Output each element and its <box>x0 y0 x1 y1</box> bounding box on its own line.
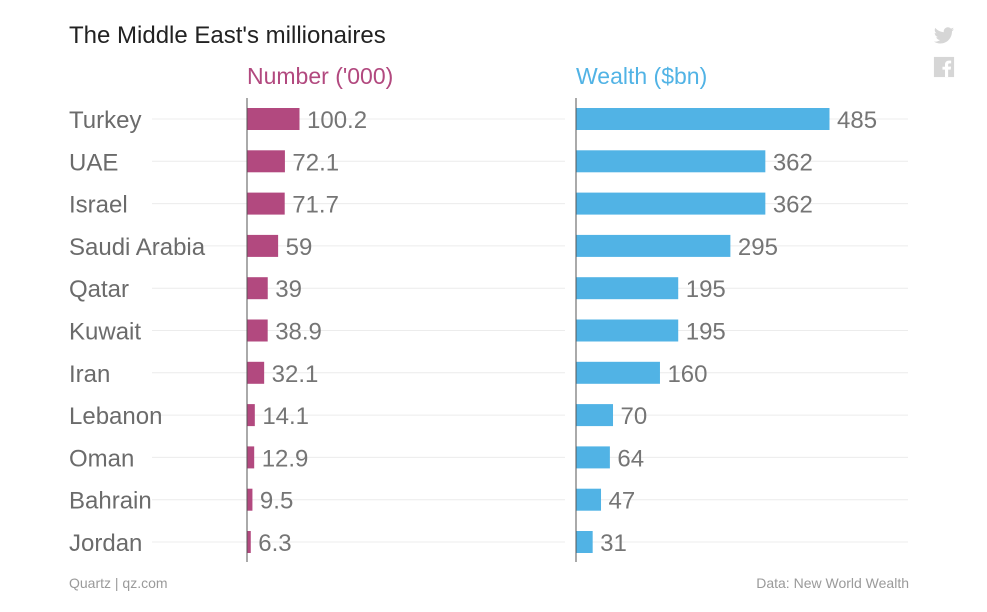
value-label-wealth: 295 <box>738 234 778 261</box>
footer-source: Data: New World Wealth <box>756 575 909 591</box>
value-label-wealth: 70 <box>621 403 648 430</box>
bar-wealth <box>576 277 679 300</box>
value-label-number: 71.7 <box>292 192 339 219</box>
facebook-icon[interactable] <box>933 56 955 78</box>
category-label: Jordan <box>69 530 142 557</box>
bar-number <box>247 404 255 427</box>
series-header-wealth: Wealth ($bn) <box>576 63 707 89</box>
value-label-number: 14.1 <box>262 403 309 430</box>
value-label-wealth: 160 <box>667 361 707 388</box>
category-label: Turkey <box>69 107 141 134</box>
value-label-number: 6.3 <box>258 530 291 557</box>
bar-wealth <box>576 531 593 553</box>
bar-number <box>247 108 300 130</box>
category-label: Oman <box>69 445 134 472</box>
bar-wealth <box>576 150 766 173</box>
bar-number <box>247 234 279 257</box>
chart-title: The Middle East's millionaires <box>69 22 386 49</box>
value-label-wealth: 362 <box>773 149 813 176</box>
value-label-number: 39 <box>275 276 302 303</box>
bar-wealth <box>576 488 602 511</box>
category-label: Iran <box>69 361 110 388</box>
value-label-number: 9.5 <box>260 488 293 515</box>
value-label-number: 12.9 <box>262 445 309 472</box>
bar-number <box>247 150 285 173</box>
category-label: Israel <box>69 192 128 219</box>
category-label: Lebanon <box>69 403 162 430</box>
value-label-wealth: 47 <box>609 488 636 515</box>
bar-number <box>247 488 253 511</box>
twitter-icon[interactable] <box>933 25 955 47</box>
category-label: Kuwait <box>69 319 141 346</box>
bar-wealth <box>576 108 830 130</box>
twitter-bird-shape <box>933 27 955 44</box>
bar-wealth <box>576 446 610 469</box>
bar-number <box>247 446 255 469</box>
footer-credit: Quartz | qz.com <box>69 575 168 591</box>
bar-wealth <box>576 361 660 384</box>
value-label-number: 72.1 <box>292 149 339 176</box>
series-header-number: Number ('000) <box>247 63 393 89</box>
value-label-wealth: 31 <box>600 530 627 557</box>
value-label-number: 32.1 <box>272 361 319 388</box>
value-label-wealth: 64 <box>617 445 644 472</box>
bar-wealth <box>576 192 766 215</box>
bar-number <box>247 192 285 215</box>
category-label: Qatar <box>69 276 129 303</box>
bar-wealth <box>576 404 614 427</box>
facebook-f-shape <box>933 56 955 78</box>
bar-number <box>247 319 268 342</box>
bar-wealth <box>576 319 679 342</box>
value-label-number: 59 <box>286 234 313 261</box>
category-label: UAE <box>69 149 118 176</box>
bar-number <box>247 361 265 384</box>
value-label-wealth: 195 <box>686 276 726 303</box>
bar-wealth <box>576 234 731 257</box>
category-label: Saudi Arabia <box>69 234 206 261</box>
bar-number <box>247 531 251 553</box>
value-label-number: 38.9 <box>275 319 322 346</box>
bar-number <box>247 277 268 300</box>
value-label-wealth: 362 <box>773 192 813 219</box>
value-label-number: 100.2 <box>307 107 367 134</box>
value-label-wealth: 195 <box>686 319 726 346</box>
category-label: Bahrain <box>69 488 152 515</box>
value-label-wealth: 485 <box>837 107 877 134</box>
